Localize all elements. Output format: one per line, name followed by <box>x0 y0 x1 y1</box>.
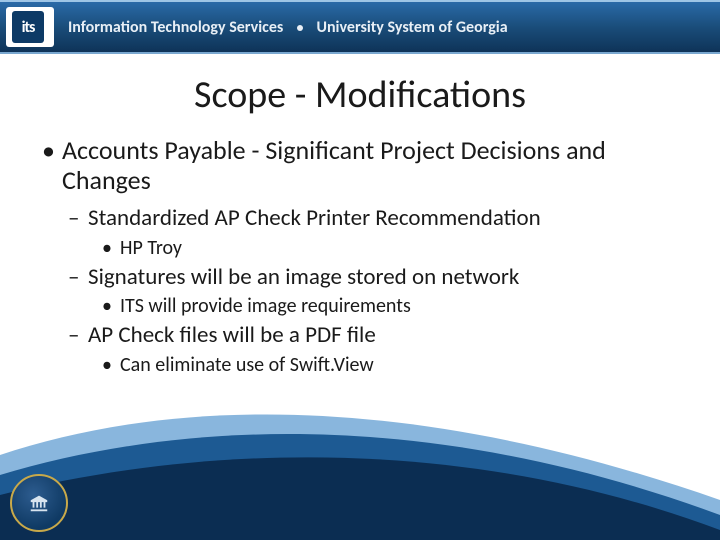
header-bar: its Information Technology Services Univ… <box>0 0 720 54</box>
slide-content: Accounts Payable - Significant Project D… <box>0 118 720 378</box>
its-logo: its <box>12 11 44 43</box>
building-icon <box>28 492 50 514</box>
logo-box: its <box>6 7 54 47</box>
bullet-level3: Can eliminate use of Swift.View <box>40 352 680 378</box>
usg-seal-icon <box>10 474 68 532</box>
bullet-level2: AP Check files will be a PDF file <box>40 321 680 350</box>
bullet-level3: ITS will provide image requirements <box>40 293 680 319</box>
org-name-right: University System of Georgia <box>317 18 508 37</box>
bullet-level2: Signatures will be an image stored on ne… <box>40 263 680 292</box>
bullet-level2: Standardized AP Check Printer Recommenda… <box>40 204 680 233</box>
separator-dot-icon <box>297 25 303 31</box>
bullet-level1: Accounts Payable - Significant Project D… <box>40 136 680 196</box>
slide-title: Scope - Modifications <box>0 72 720 118</box>
header-text: Information Technology Services Universi… <box>68 18 508 37</box>
org-name-left: Information Technology Services <box>68 18 283 37</box>
bullet-level3: HP Troy <box>40 235 680 261</box>
